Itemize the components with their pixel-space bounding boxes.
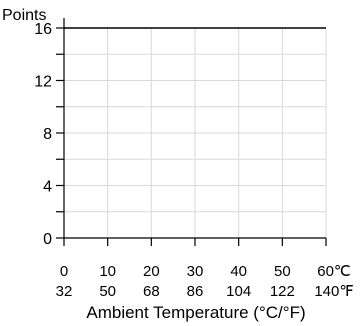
- x-tick-label-fahrenheit: 122: [270, 283, 295, 300]
- labels: Points Ambient Temperature (°C/°F) 0 4 8 12…: [2, 7, 354, 322]
- x-tick-label-celsius: 50: [274, 263, 291, 280]
- x-tick-label-fahrenheit: 86: [187, 283, 204, 300]
- x-tick-label-fahrenheit: 68: [143, 283, 160, 300]
- y-tick-label: 4: [43, 179, 52, 196]
- x-tick-label-fahrenheit: 140℉: [314, 283, 353, 300]
- axes: [56, 18, 327, 246]
- x-axis-label: Ambient Temperature (°C/°F): [86, 303, 305, 322]
- x-tick-label-celsius: 40: [230, 263, 247, 280]
- x-tick-label-celsius: 0: [60, 263, 68, 280]
- y-tick-label: 0: [43, 231, 52, 248]
- y-axis-label: Points: [2, 7, 46, 24]
- x-tick-label-celsius: 60℃: [317, 263, 351, 280]
- x-tick-label-fahrenheit: 104: [226, 283, 251, 300]
- x-tick-label-fahrenheit: 32: [56, 283, 73, 300]
- x-tick-label-fahrenheit: 50: [99, 283, 116, 300]
- grid: [64, 27, 327, 238]
- x-tick-label-celsius: 20: [143, 263, 160, 280]
- y-tick-label: 12: [34, 74, 52, 91]
- y-tick-label: 8: [43, 126, 52, 143]
- x-tick-label-celsius: 10: [99, 263, 116, 280]
- x-tick-label-celsius: 30: [187, 263, 204, 280]
- y-tick-label: 16: [34, 21, 52, 38]
